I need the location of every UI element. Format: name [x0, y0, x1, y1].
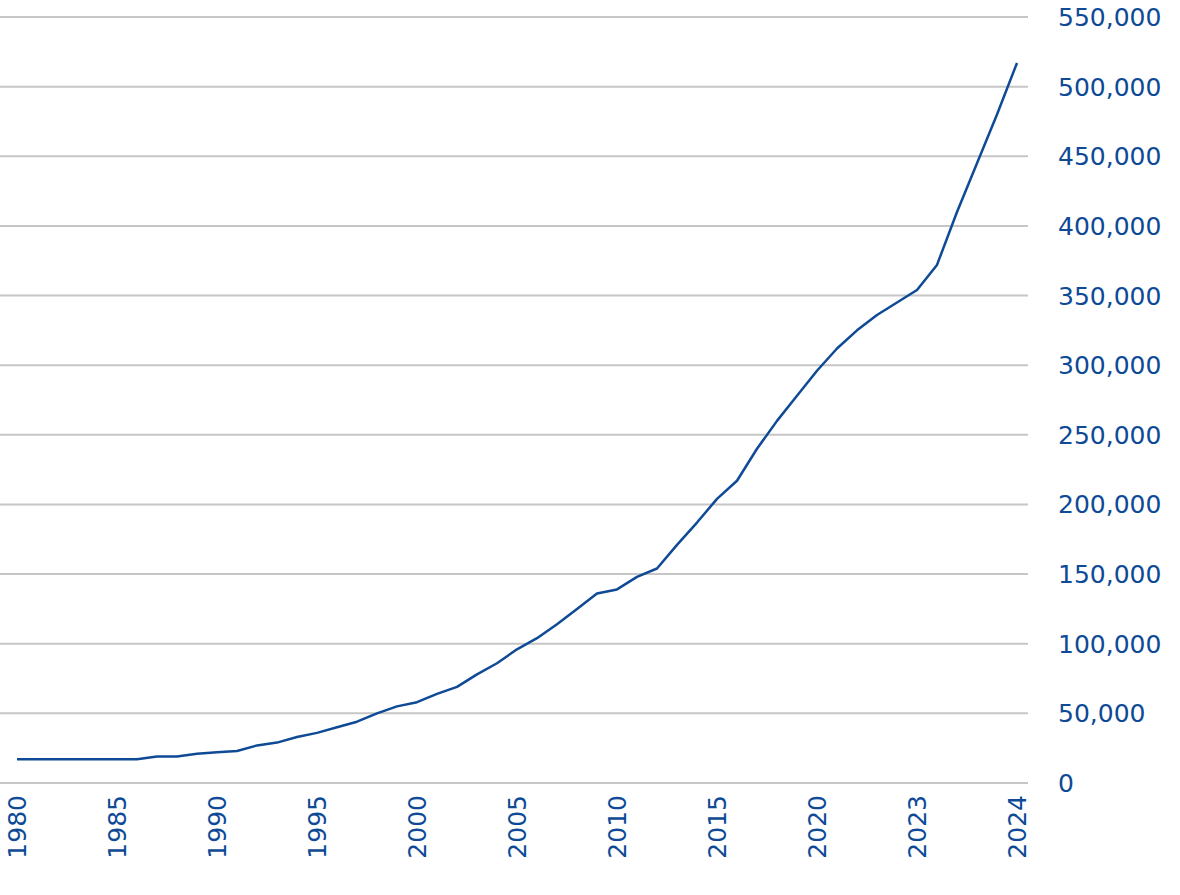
- y-tick-label: 50,000: [1058, 699, 1145, 728]
- grid-line: [0, 573, 1028, 575]
- grid-line: [0, 434, 1028, 436]
- y-axis: 0 50,000 100,000 150,000 200,000 250,000 300,0…: [1058, 3, 1161, 798]
- x-tick-label: 1985: [103, 795, 132, 859]
- grid-line: [0, 16, 1028, 18]
- x-tick-label: 2010: [603, 795, 632, 859]
- y-tick-label: 350,000: [1058, 282, 1161, 311]
- series: [17, 63, 1017, 759]
- grid-line: [0, 155, 1028, 157]
- grid-line: [0, 643, 1028, 645]
- grid: [0, 17, 1028, 783]
- y-tick-label: 100,000: [1058, 630, 1161, 659]
- y-tick-label: 450,000: [1058, 142, 1161, 171]
- grid-line: [0, 782, 1028, 784]
- grid-line: [0, 295, 1028, 297]
- x-tick-label: 2020: [803, 795, 832, 859]
- y-tick-label: 550,000: [1058, 3, 1161, 32]
- x-tick-label: 2015: [703, 795, 732, 859]
- y-tick-label: 300,000: [1058, 351, 1161, 380]
- y-tick-label: 150,000: [1058, 560, 1161, 589]
- grid-line: [0, 712, 1028, 714]
- x-tick-label: 2005: [503, 795, 532, 859]
- grid-line: [0, 364, 1028, 366]
- grid-line: [0, 86, 1028, 88]
- chart: 0 50,000 100,000 150,000 200,000 250,000 300,0…: [0, 0, 1180, 895]
- grid-line: [0, 503, 1028, 505]
- chart-root: 0 50,000 100,000 150,000 200,000 250,000 300,0…: [0, 0, 1180, 895]
- y-tick-label: 0: [1058, 769, 1074, 798]
- y-tick-label: 500,000: [1058, 73, 1161, 102]
- y-tick-label: 250,000: [1058, 421, 1161, 450]
- line: [17, 63, 1017, 759]
- x-tick-label: 2000: [403, 795, 432, 859]
- y-tick-label: 200,000: [1058, 490, 1161, 519]
- x-tick-label: 2024: [1003, 795, 1032, 859]
- y-tick-label: 400,000: [1058, 212, 1161, 241]
- x-tick-label: 1980: [3, 795, 32, 859]
- x-tick-label: 2023: [903, 795, 932, 859]
- x-tick-label: 1995: [303, 795, 332, 859]
- x-tick-label: 1990: [203, 795, 232, 859]
- grid-line: [0, 225, 1028, 227]
- x-axis: 1980 1985 1990 1995 2000 2005 2010 2015 2020 2023…: [3, 795, 1032, 859]
